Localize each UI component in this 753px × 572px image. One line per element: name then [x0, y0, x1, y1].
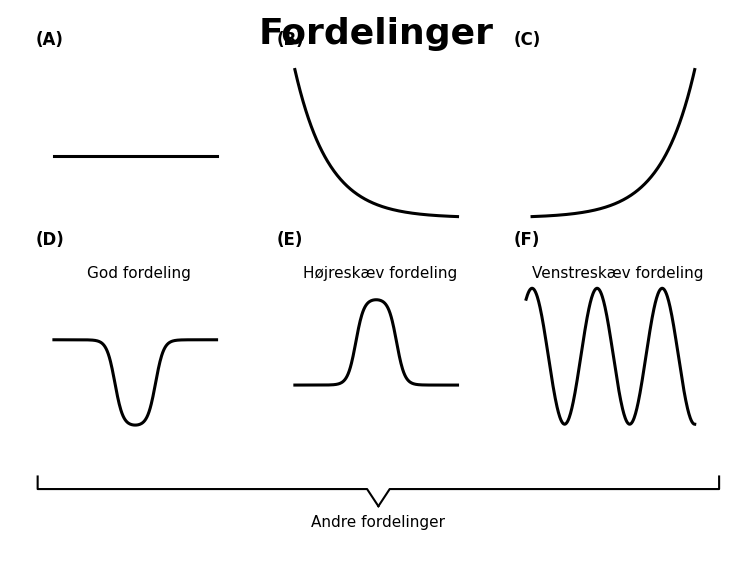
- Text: Venstreskæv fordeling: Venstreskæv fordeling: [532, 266, 703, 281]
- Text: (F): (F): [514, 231, 540, 249]
- Text: Andre fordelinger: Andre fordelinger: [312, 515, 445, 530]
- Text: (D): (D): [35, 231, 64, 249]
- Text: Højreskæv fordeling: Højreskæv fordeling: [303, 266, 457, 281]
- Text: (B): (B): [276, 31, 304, 49]
- Text: God fordeling: God fordeling: [87, 266, 191, 281]
- Text: Fordelinger: Fordelinger: [259, 17, 494, 51]
- Text: (C): (C): [514, 31, 541, 49]
- Text: (A): (A): [35, 31, 63, 49]
- Text: (E): (E): [276, 231, 303, 249]
